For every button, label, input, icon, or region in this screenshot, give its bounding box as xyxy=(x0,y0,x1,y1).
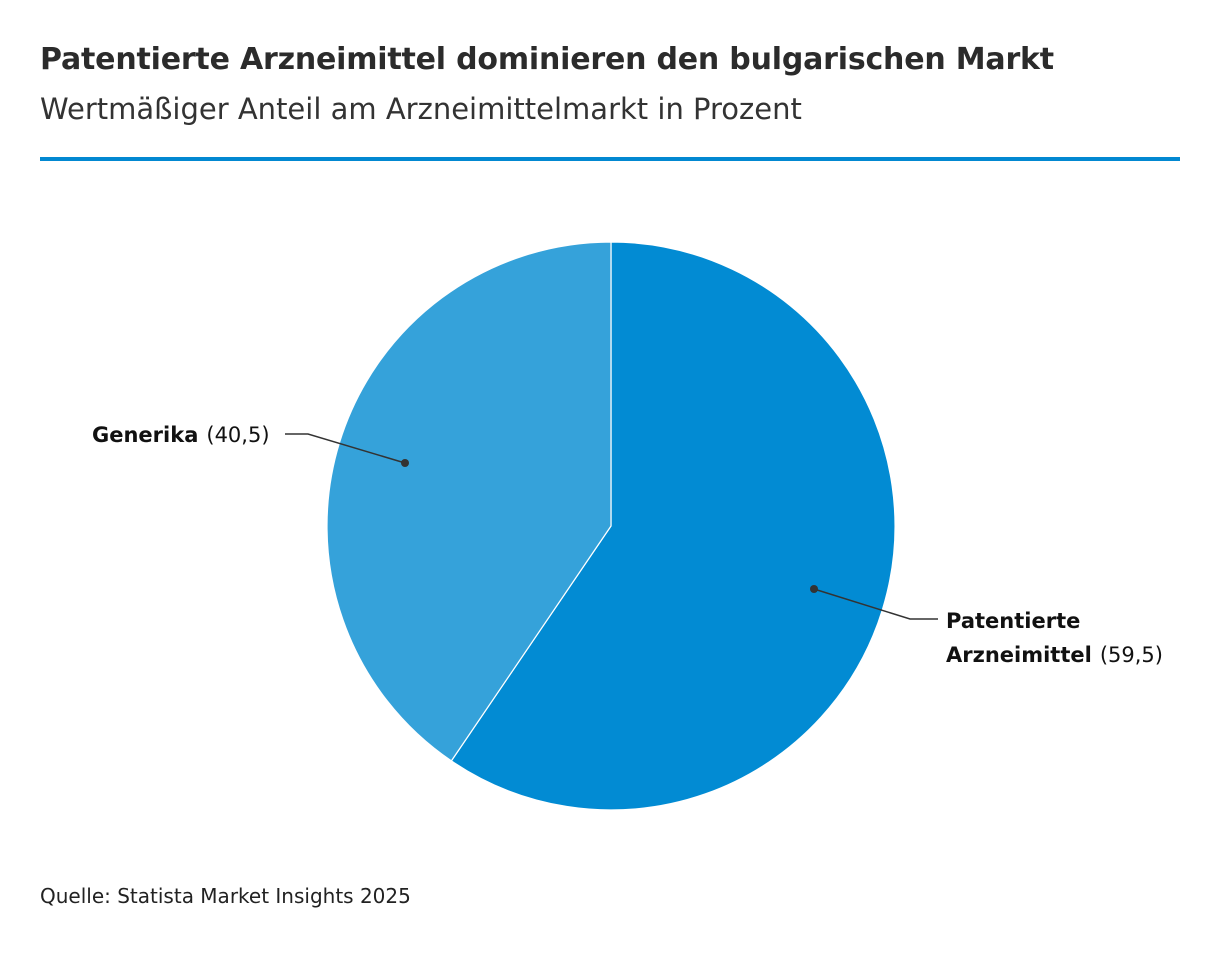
pie-slices xyxy=(326,241,896,811)
chart-subtitle: Wertmäßiger Anteil am Arzneimittelmarkt … xyxy=(40,92,802,126)
slice-name-label: Arzneimittel xyxy=(946,643,1092,667)
chart-title: Patentierte Arzneimittel dominieren den … xyxy=(40,42,1054,77)
slice-name-label: Patentierte xyxy=(946,609,1080,633)
data-label-generika: Generika (40,5) xyxy=(92,423,270,447)
leader-dot-generika xyxy=(401,459,409,467)
leader-line-generika xyxy=(285,433,406,464)
leader-line-patentierte-arzneimittel xyxy=(813,588,938,620)
data-label-patentierte-arzneimittel: Patentierte Arzneimittel (59,5) xyxy=(946,609,1163,667)
pie-slice-generika xyxy=(326,241,612,762)
leader-dot-patentierte-arzneimittel xyxy=(810,585,818,593)
slice-value-label: (40,5) xyxy=(206,423,269,447)
slice-name-label: Generika xyxy=(92,423,198,447)
source-note: Quelle: Statista Market Insights 2025 xyxy=(40,884,411,908)
pie-slice-patentierte-arzneimittel xyxy=(450,241,896,811)
slice-value-label: (59,5) xyxy=(1100,643,1163,667)
title-divider xyxy=(40,157,1180,161)
